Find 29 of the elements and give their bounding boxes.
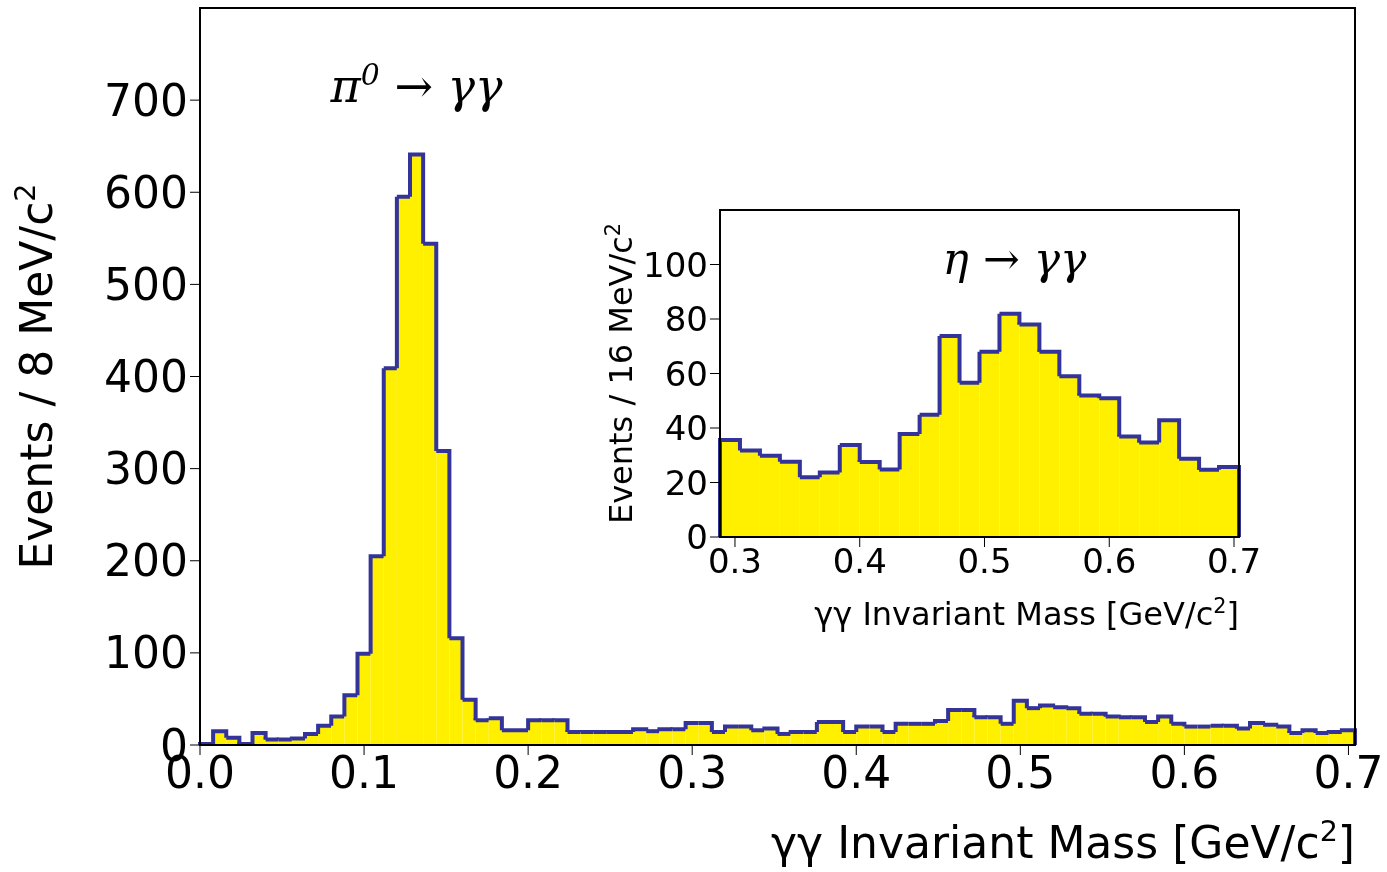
x-tick-label: 0.6 — [1149, 747, 1220, 799]
y-tick-label: 500 — [104, 258, 188, 310]
y-tick-label: 200 — [104, 535, 188, 587]
x-tick-label: 0.3 — [707, 541, 763, 582]
x-tick-label: 0.1 — [329, 747, 400, 799]
y-tick-label: 700 — [104, 74, 188, 126]
x-tick-label: 0.7 — [1313, 747, 1384, 799]
y-tick-label: 60 — [664, 353, 708, 394]
y-tick-label: 300 — [104, 443, 188, 495]
y-tick-label: 0 — [686, 517, 708, 558]
x-tick-label: 0.6 — [1082, 541, 1137, 582]
y-tick-label: 100 — [104, 627, 188, 679]
y-tick-label: 80 — [664, 299, 708, 340]
annotation: η → γγ — [942, 232, 1088, 284]
y-tick-label: 40 — [664, 408, 708, 449]
x-tick-label: 0.2 — [493, 747, 564, 799]
y-tick-label: 600 — [104, 166, 188, 218]
x-tick-label: 0.4 — [821, 747, 892, 799]
x-axis-title: γγ Invariant Mass [GeV/c$^{2}$] — [814, 594, 1239, 633]
x-tick-label: 0.5 — [957, 541, 1012, 582]
x-axis-title: γγ Invariant Mass [GeV/c$^{2}$] — [771, 814, 1355, 868]
x-tick-label: 0.4 — [832, 541, 887, 582]
y-tick-label: 100 — [643, 244, 708, 285]
annotation: π$^{0}$ → γγ — [329, 56, 504, 114]
x-tick-label: 0.7 — [1206, 541, 1262, 582]
x-tick-label: 0.5 — [985, 747, 1056, 799]
y-tick-label: 20 — [664, 462, 708, 503]
y-tick-label: 400 — [104, 351, 188, 403]
x-tick-label: 0.3 — [657, 747, 728, 799]
